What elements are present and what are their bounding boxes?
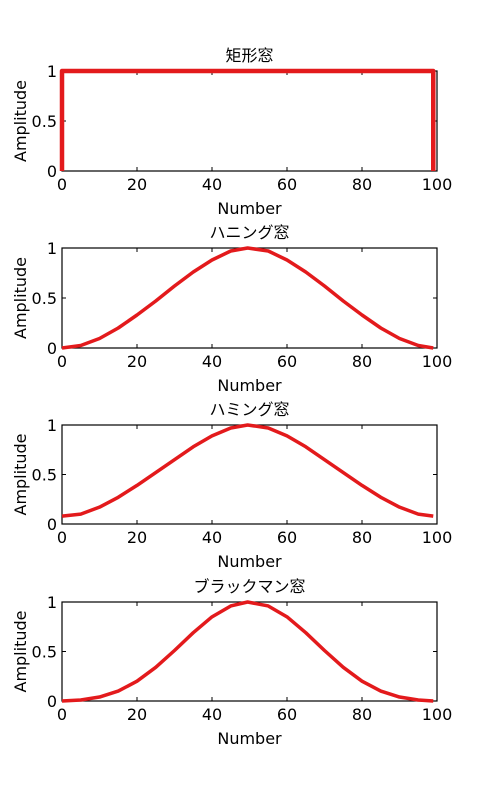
subplot-1: 矩形窓 0 20 40 60 80 100 0 0.5 1 Number Amplitude xyxy=(11,46,452,218)
chart-title: ブラックマン窓 xyxy=(193,577,305,596)
x-tick-label: 80 xyxy=(352,352,372,371)
chart-title: 矩形窓 xyxy=(225,46,273,65)
x-tick-label: 0 xyxy=(57,528,67,547)
series-line-1 xyxy=(61,423,434,518)
y-axis-label: Amplitude xyxy=(11,434,30,516)
x-tick-label: 100 xyxy=(422,352,453,371)
series-line-1 xyxy=(61,246,434,350)
x-axis-label: Number xyxy=(217,199,282,218)
x-tick-label: 80 xyxy=(352,705,372,724)
subplot-4: ブラックマン窓 0 20 40 60 80 100 0 0.5 1 Number Amplitude xyxy=(11,577,452,748)
x-tick-label: 60 xyxy=(277,528,297,547)
x-tick-label: 20 xyxy=(127,352,147,371)
y-tick-label: 0 xyxy=(47,692,57,711)
y-tick-label: 1 xyxy=(47,239,57,258)
x-tick-label: 100 xyxy=(422,705,453,724)
x-tick-label: 100 xyxy=(422,175,453,194)
x-tick-label: 40 xyxy=(202,705,222,724)
chart-title: ハニング窓 xyxy=(209,223,289,242)
x-tick-label: 20 xyxy=(127,528,147,547)
x-tick-label: 0 xyxy=(57,175,67,194)
x-tick-label: 80 xyxy=(352,528,372,547)
x-tick-label: 60 xyxy=(277,352,297,371)
x-tick-label: 0 xyxy=(57,705,67,724)
x-tick-label: 60 xyxy=(277,705,297,724)
y-tick-label: 0 xyxy=(47,515,57,534)
x-tick-label: 40 xyxy=(202,352,222,371)
x-tick-label: 60 xyxy=(277,175,297,194)
x-axis-label: Number xyxy=(217,376,282,395)
x-axis-label: Number xyxy=(217,729,282,748)
chart-title: ハミング窓 xyxy=(209,400,289,419)
y-tick-label: 0.5 xyxy=(32,289,57,308)
x-tick-label: 100 xyxy=(422,528,453,547)
y-tick-label: 0.5 xyxy=(32,466,57,485)
series-line-1 xyxy=(59,68,436,171)
y-tick-label: 0.5 xyxy=(32,112,57,131)
y-tick-label: 0 xyxy=(47,162,57,181)
y-tick-label: 0.5 xyxy=(32,643,57,662)
y-axis-label: Amplitude xyxy=(11,257,30,339)
series-line-1 xyxy=(61,600,434,703)
x-tick-label: 40 xyxy=(202,528,222,547)
x-axis-label: Number xyxy=(217,552,282,571)
x-tick-label: 20 xyxy=(127,705,147,724)
y-axis-label: Amplitude xyxy=(11,611,30,693)
subplot-3: ハミング窓 0 20 40 60 80 100 0 0.5 1 Number Amplitude xyxy=(11,400,452,571)
y-tick-label: 1 xyxy=(47,593,57,612)
x-tick-label: 0 xyxy=(57,352,67,371)
y-tick-label: 0 xyxy=(47,339,57,358)
x-tick-label: 80 xyxy=(352,175,372,194)
x-tick-label: 40 xyxy=(202,175,222,194)
y-tick-label: 1 xyxy=(47,416,57,435)
y-tick-label: 1 xyxy=(47,62,57,81)
y-axis-label: Amplitude xyxy=(11,80,30,162)
subplot-2: ハニング窓 0 20 40 60 80 100 0 0.5 1 Number Amplitude xyxy=(11,223,452,395)
x-tick-label: 20 xyxy=(127,175,147,194)
